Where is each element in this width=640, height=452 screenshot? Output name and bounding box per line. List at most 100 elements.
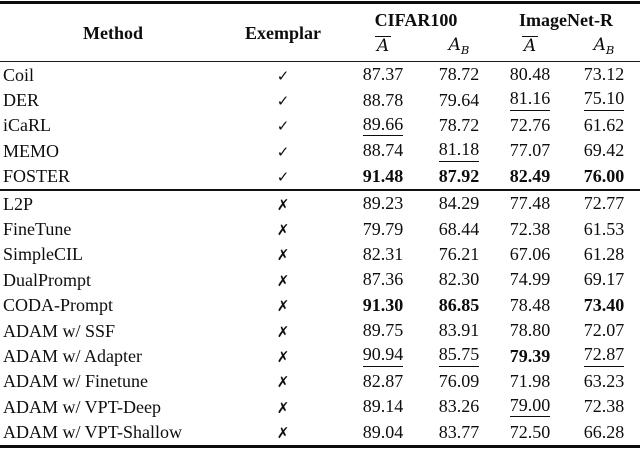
table-row: DER ✓ 88.78 79.64 81.16 75.10 <box>0 87 640 112</box>
metric-value: 82.31 <box>362 243 404 264</box>
metric-value: 69.17 <box>583 269 625 290</box>
table-row: ADAM w/ Adapter ✗ 90.94 85.75 79.39 72.87 <box>0 343 640 368</box>
cross-icon: ✗ <box>276 297 290 316</box>
metric-value: 74.99 <box>509 269 551 290</box>
check-icon: ✓ <box>276 66 290 85</box>
table-row: L2P ✗ 89.23 84.29 77.48 72.77 <box>0 190 640 216</box>
column-header-method: Method <box>83 23 143 44</box>
last-accuracy-symbol: A <box>448 35 461 56</box>
check-icon: ✓ <box>276 142 290 161</box>
metric-value: 79.00 <box>492 394 568 419</box>
table-row: ADAM w/ Finetune ✗ 82.87 76.09 71.98 63.23 <box>0 369 640 394</box>
cross-icon: ✗ <box>276 322 290 341</box>
subheader-avg-accuracy-imagenet-r: A <box>492 34 568 62</box>
avg-accuracy-symbol: A <box>374 36 392 57</box>
last-accuracy-subscript: B <box>605 43 615 58</box>
metric-value: 89.66 <box>340 113 426 138</box>
cross-icon: ✗ <box>276 195 290 214</box>
column-header-exemplar: Exemplar <box>245 23 321 44</box>
column-group-imagenet-r: ImageNet-R <box>519 9 613 30</box>
method-name: L2P <box>3 193 34 214</box>
metric-value: 75.10 <box>568 87 640 112</box>
metric-value: 79.64 <box>438 89 480 110</box>
last-accuracy-symbol: A <box>593 35 606 56</box>
method-name: DualPrompt <box>3 269 91 290</box>
method-name: Coil <box>3 64 35 85</box>
metric-value: 91.30 <box>362 294 404 315</box>
check-icon: ✓ <box>276 117 290 136</box>
method-name: FOSTER <box>3 166 71 187</box>
metric-value: 72.50 <box>509 421 551 442</box>
method-name: ADAM w/ VPT-Deep <box>3 396 162 417</box>
subheader-avg-accuracy-cifar100: A <box>340 34 426 62</box>
metric-value: 82.87 <box>362 370 404 391</box>
table-header: Method Exemplar CIFAR100 ImageNet-R A AB… <box>0 3 640 62</box>
metric-value: 88.78 <box>362 89 404 110</box>
cross-icon: ✗ <box>276 398 290 417</box>
table-row: ADAM w/ VPT-Deep ✗ 89.14 83.26 79.00 72.38 <box>0 394 640 419</box>
cross-icon: ✗ <box>276 221 290 240</box>
subheader-last-accuracy-cifar100: AB <box>426 34 492 62</box>
metric-value: 82.49 <box>509 165 551 186</box>
metric-value: 87.37 <box>362 64 404 85</box>
check-icon: ✓ <box>276 168 290 187</box>
metric-value: 89.04 <box>362 421 404 442</box>
non-exemplar-methods-section: L2P ✗ 89.23 84.29 77.48 72.77 FineTune ✗ 79.79 68… <box>0 190 640 446</box>
method-name: ADAM w/ Adapter <box>3 345 142 366</box>
table-row: FineTune ✗ 79.79 68.44 72.38 61.53 <box>0 216 640 241</box>
metric-value: 79.79 <box>362 218 404 239</box>
metric-value: 77.48 <box>509 193 551 214</box>
metric-value: 89.23 <box>362 193 404 214</box>
metric-value: 76.09 <box>438 370 480 391</box>
method-name: ADAM w/ SSF <box>3 320 116 341</box>
metric-value: 67.06 <box>509 243 551 264</box>
metric-value: 68.44 <box>438 218 480 239</box>
metric-value: 69.42 <box>583 140 625 161</box>
check-icon: ✓ <box>276 92 290 111</box>
table-row: ADAM w/ VPT-Shallow ✗ 89.04 83.77 72.50 66.28 <box>0 419 640 446</box>
metric-value: 61.28 <box>583 243 625 264</box>
table-row: MEMO ✓ 88.74 81.18 77.07 69.42 <box>0 138 640 163</box>
metric-value: 90.94 <box>340 343 426 368</box>
metric-value: 73.40 <box>583 294 625 315</box>
metric-value: 72.76 <box>509 115 551 136</box>
metric-value: 79.39 <box>509 345 551 366</box>
method-name: ADAM w/ Finetune <box>3 371 148 392</box>
metric-value: 72.77 <box>583 193 625 214</box>
avg-accuracy-symbol: A <box>521 36 539 57</box>
metric-value: 91.48 <box>362 165 404 186</box>
method-name: FineTune <box>3 219 72 240</box>
method-name: iCaRL <box>3 115 51 136</box>
metric-value: 76.00 <box>583 165 625 186</box>
metric-value: 78.72 <box>438 64 480 85</box>
metric-value: 61.62 <box>583 115 625 136</box>
metric-value: 84.29 <box>438 193 480 214</box>
metric-value: 76.21 <box>438 243 480 264</box>
metric-value: 72.07 <box>583 320 625 341</box>
metric-value: 88.74 <box>362 140 404 161</box>
cross-icon: ✗ <box>276 424 290 443</box>
metric-value: 72.87 <box>568 343 640 368</box>
column-group-cifar100: CIFAR100 <box>374 9 458 30</box>
metric-value: 89.75 <box>362 320 404 341</box>
method-name: CODA-Prompt <box>3 295 114 316</box>
method-name: MEMO <box>3 140 60 161</box>
table-row: DualPrompt ✗ 87.36 82.30 74.99 69.17 <box>0 267 640 292</box>
cross-icon: ✗ <box>276 373 290 392</box>
metric-value: 61.53 <box>583 218 625 239</box>
metric-value: 80.48 <box>509 64 551 85</box>
method-name: ADAM w/ VPT-Shallow <box>3 422 183 443</box>
metric-value: 85.75 <box>426 343 492 368</box>
metric-value: 86.85 <box>438 294 480 315</box>
exemplar-methods-section: Coil ✓ 87.37 78.72 80.48 73.12 DER ✓ 88.78 79.64 8… <box>0 62 640 190</box>
metric-value: 87.92 <box>438 165 480 186</box>
metric-value: 78.48 <box>509 294 551 315</box>
last-accuracy-subscript: B <box>460 43 470 58</box>
table-row: ADAM w/ SSF ✗ 89.75 83.91 78.80 72.07 <box>0 318 640 343</box>
metric-value: 81.16 <box>492 87 568 112</box>
metric-value: 87.36 <box>362 269 404 290</box>
method-name: SimpleCIL <box>3 244 83 265</box>
metric-value: 73.12 <box>583 64 625 85</box>
